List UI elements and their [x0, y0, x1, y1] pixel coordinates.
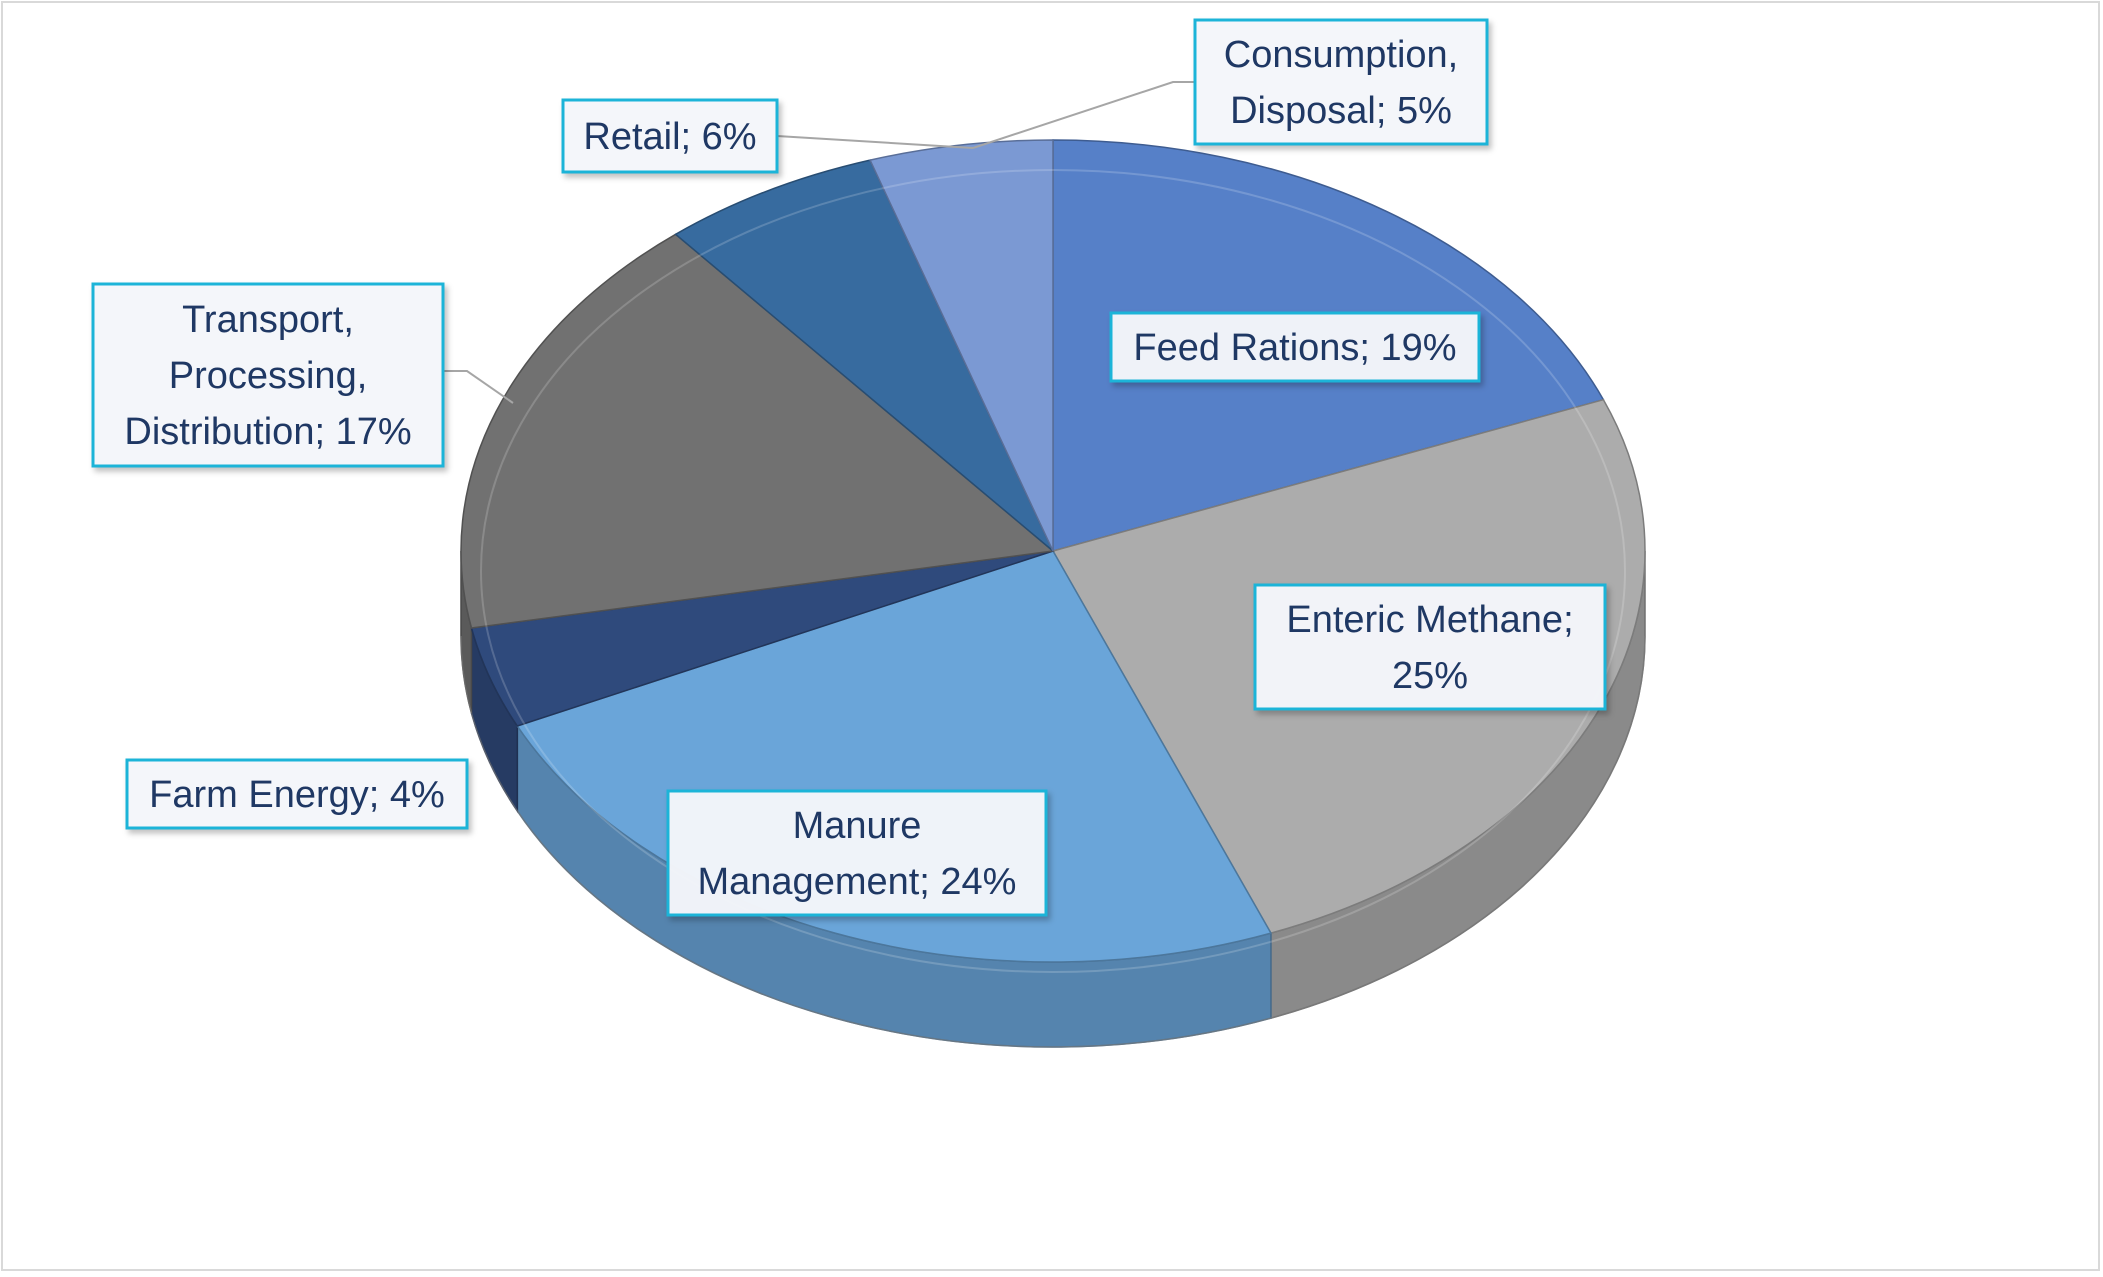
data-label-text-enteric-methane-line-1: Enteric Methane; [1286, 599, 1573, 641]
data-label-box-enteric-methane [1253, 583, 1607, 711]
data-label-manure-management: Manure Management; 24% [666, 789, 1048, 917]
data-label-enteric-methane: Enteric Methane; 25% [1253, 583, 1607, 711]
data-label-feed-rations: Feed Rations; 19% [1109, 311, 1481, 383]
data-label-text-farm-energy-line-1: Farm Energy; 4% [149, 774, 445, 816]
data-label-text-enteric-methane-line-2: 25% [1392, 655, 1468, 697]
data-label-text-consumption-disposal-line-1: Consumption, [1224, 34, 1458, 76]
data-label-text-consumption-disposal-line-2: Disposal; 5% [1230, 90, 1452, 132]
leader-line-consumption-disposal [972, 81, 1195, 149]
data-label-text-manure-management-line-1: Manure [793, 805, 922, 847]
data-label-box-consumption-disposal [1193, 18, 1489, 146]
data-label-text-transport-processing-distribution-line-1: Transport, [182, 299, 354, 341]
data-label-text-transport-processing-distribution-line-2: Processing, [169, 355, 368, 397]
data-label-box-retail [561, 98, 779, 174]
data-label-text-feed-rations-line-1: Feed Rations; 19% [1133, 327, 1456, 369]
data-label-box-manure-management [666, 789, 1048, 917]
data-label-text-transport-processing-distribution-line-3: Distribution; 17% [124, 411, 411, 453]
data-labels: Feed Rations; 19% Enteric Methane; 25% Manu… [91, 18, 1607, 917]
pie-slice-transport-processing-distribution [460, 233, 1055, 629]
data-label-farm-energy: Farm Energy; 4% [125, 758, 469, 830]
pie-top-faces [460, 139, 1646, 973]
pie-sheen-ring [480, 169, 1626, 973]
data-label-text-retail-line-1: Retail; 6% [583, 116, 756, 158]
data-label-text-manure-management-line-2: Management; 24% [698, 861, 1017, 903]
data-label-box-transport-processing-distribution [91, 282, 445, 468]
pie-slice-consumption-disposal [868, 139, 1054, 552]
leader-line-transport-processing-distribution [443, 370, 514, 404]
pie-slice-retail [674, 159, 1054, 552]
data-label-consumption-disposal: Consumption, Disposal; 5% [1193, 18, 1489, 146]
data-label-box-feed-rations [1109, 311, 1481, 383]
pie-bottom-rim [460, 635, 1646, 1048]
leader-line-retail [776, 135, 974, 149]
leader-lines [443, 81, 1195, 404]
data-label-retail: Retail; 6% [561, 98, 779, 174]
data-label-box-farm-energy [125, 758, 469, 830]
pie-chart: Feed Rations; 19% Enteric Methane; 25% Manu… [91, 18, 1646, 1048]
data-label-transport-processing-distribution: Transport, Processing, Distribution; 17% [91, 282, 445, 468]
